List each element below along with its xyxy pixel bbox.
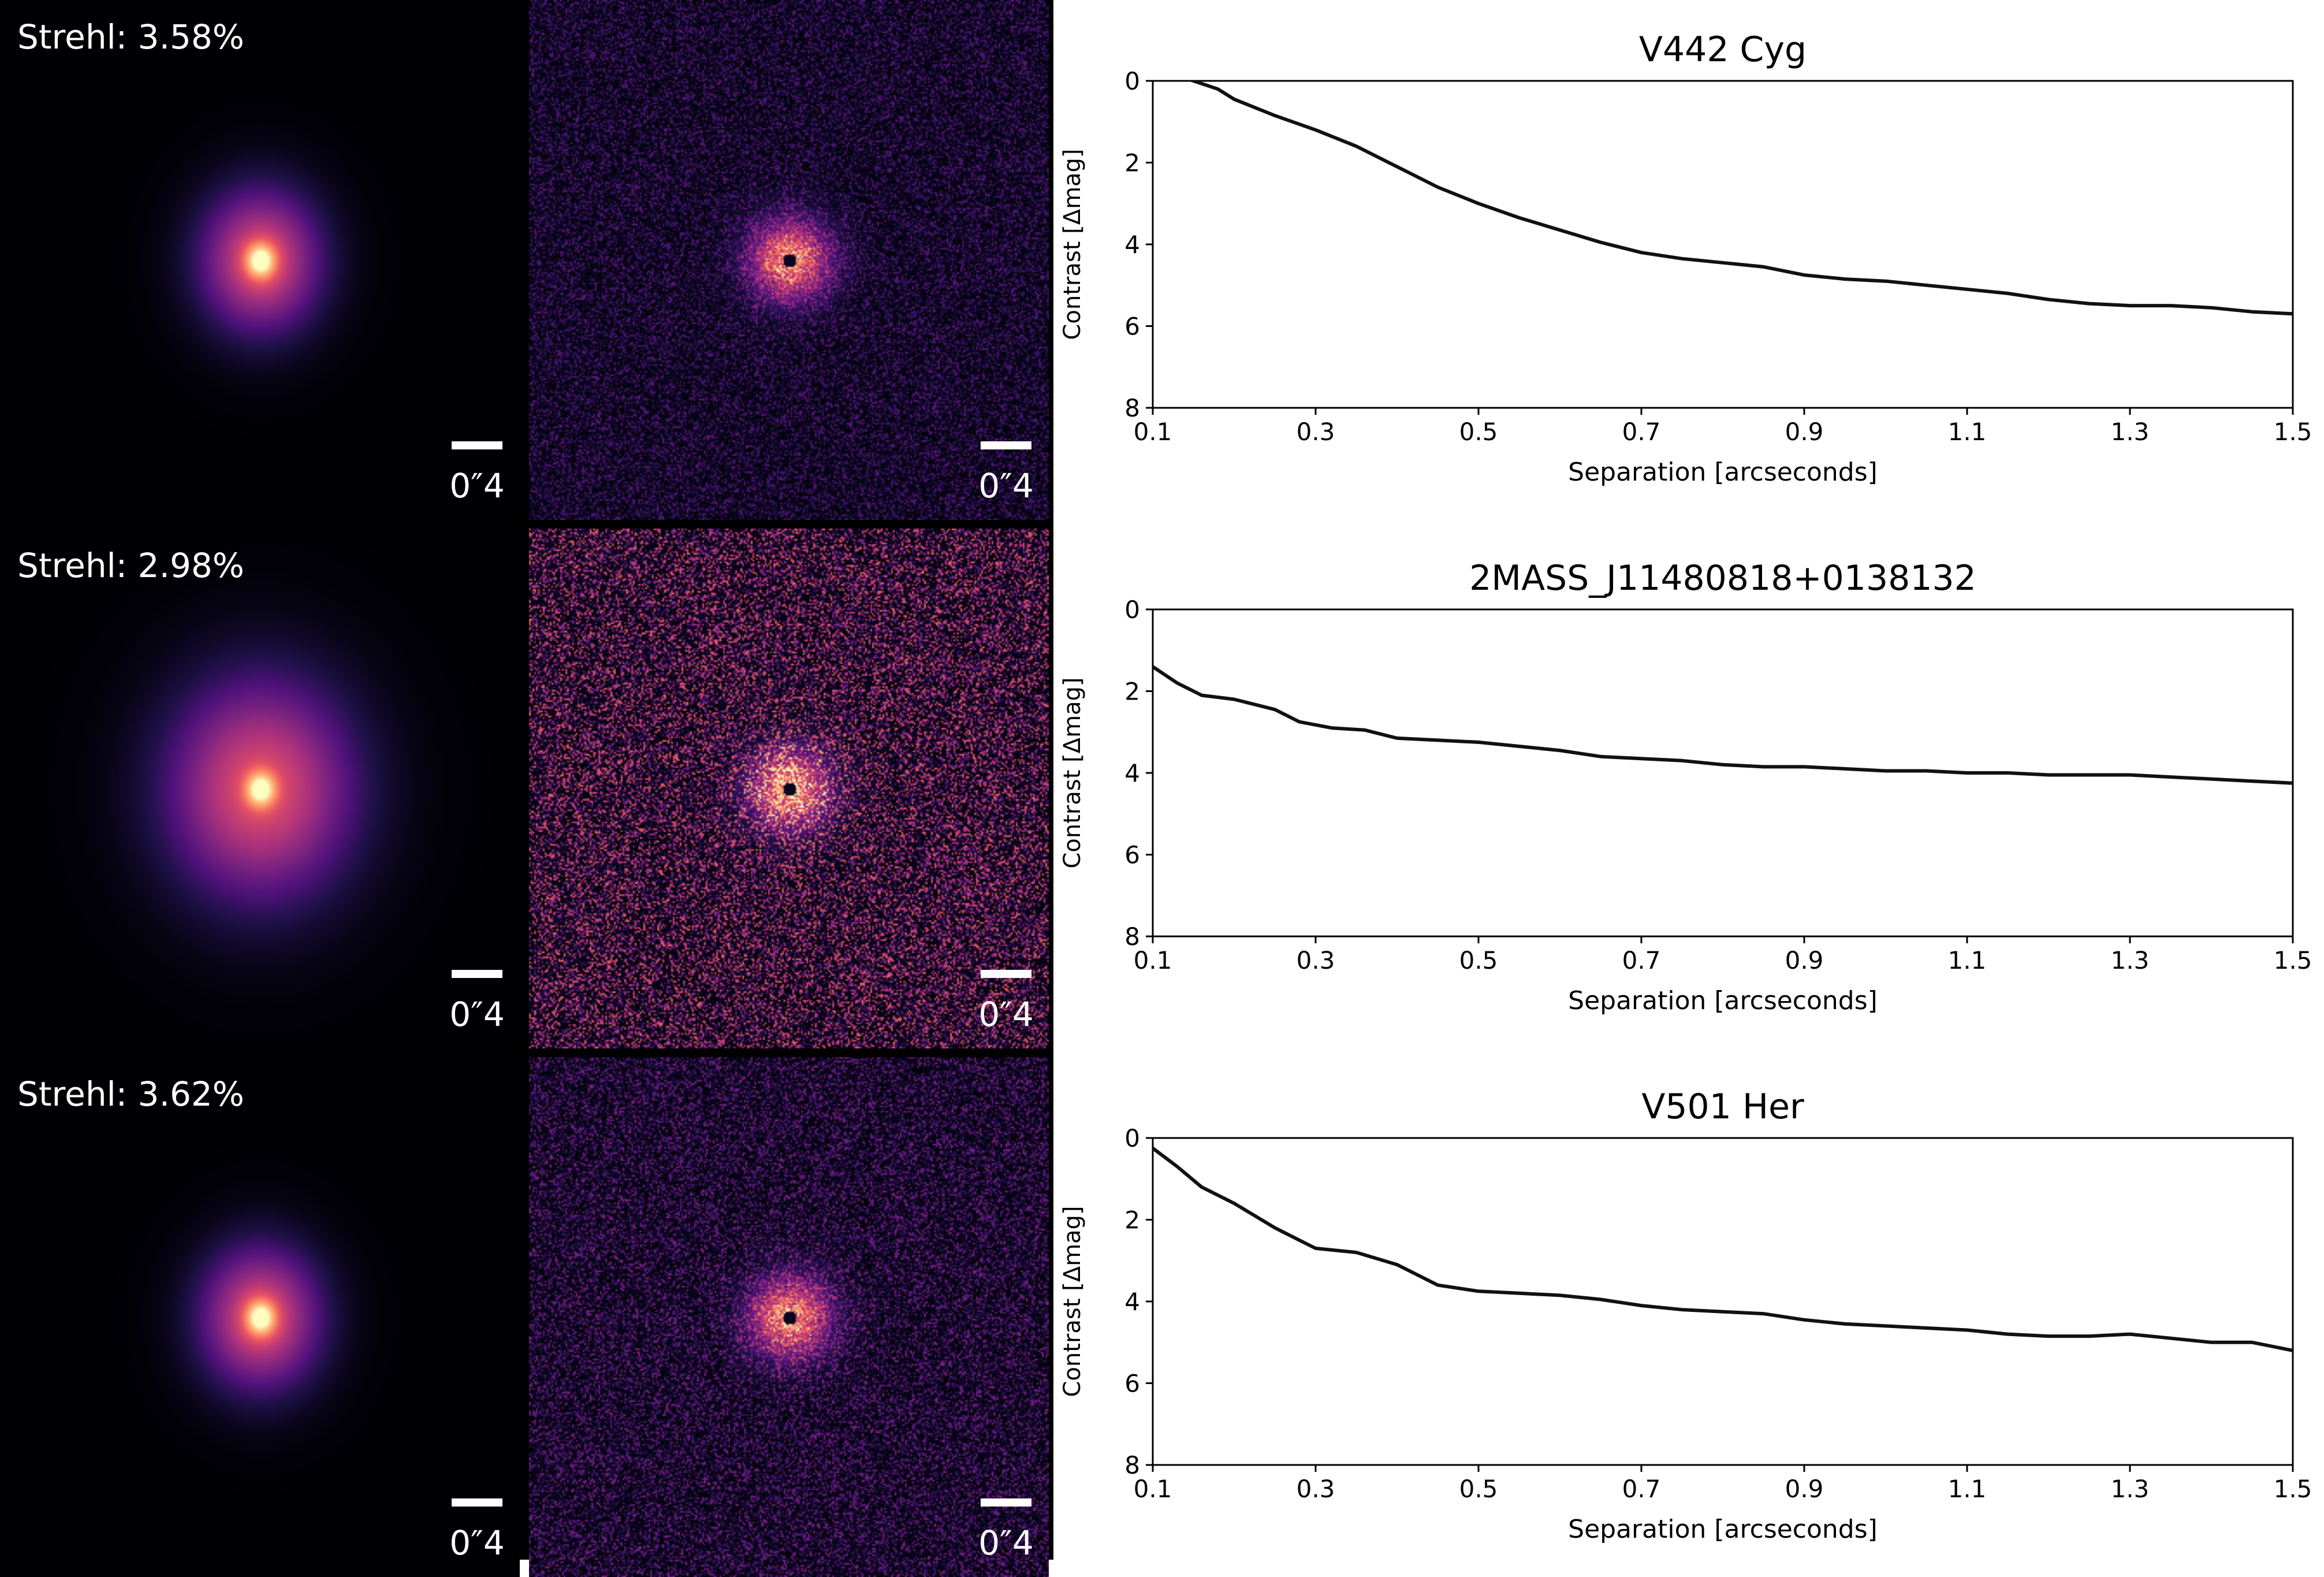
y-tick-label: 0	[1124, 1124, 1140, 1152]
scale-bar	[452, 970, 502, 978]
x-tick-label: 0.5	[1459, 946, 1498, 975]
y-tick-label: 4	[1124, 759, 1140, 787]
psf-image	[0, 529, 520, 1048]
x-tick-label: 0.5	[1459, 1475, 1498, 1503]
plot-frame	[1152, 1137, 2294, 1466]
contrast-curve-svg: 2MASS_J11480818+0138132 Contrast [Δmag] …	[1059, 558, 2312, 1016]
psf-image-panel: Strehl: 2.98% 0″4	[0, 529, 520, 1048]
scale-bar-label: 0″4	[978, 995, 1034, 1034]
residual-image-panel: 0″4	[529, 1057, 1049, 1577]
y-tick-label: 0	[1124, 596, 1140, 624]
y-tick-label: 0	[1124, 67, 1140, 95]
x-tick-label: 0.9	[1785, 946, 1824, 975]
y-tick-label: 2	[1124, 678, 1140, 706]
contrast-curve-svg: V442 Cyg Contrast [Δmag] Separation [arc…	[1059, 29, 2312, 487]
y-tick-label: 4	[1124, 1288, 1140, 1316]
row-2: Strehl: 2.98% 0″4 0″4 2MASS_J11480818+01…	[0, 529, 2324, 1048]
x-tick-label: 1.1	[1948, 1475, 1987, 1503]
strehl-label: Strehl: 3.58%	[17, 17, 244, 57]
y-tick-label: 4	[1124, 230, 1140, 259]
x-tick-label: 0.1	[1134, 946, 1172, 975]
x-tick-label: 1.3	[2111, 1475, 2150, 1503]
strehl-label: Strehl: 3.62%	[17, 1074, 244, 1114]
residual-image	[529, 1057, 1049, 1577]
x-tick-label: 1.3	[2111, 946, 2150, 975]
scale-bar	[981, 441, 1031, 449]
x-tick-label: 0.9	[1785, 418, 1824, 446]
scale-bar	[981, 970, 1031, 978]
chart-title: V442 Cyg	[1639, 29, 1807, 70]
scale-bar	[452, 441, 502, 449]
scale-bar-label: 0″4	[449, 466, 505, 505]
x-tick-label: 0.7	[1622, 418, 1661, 446]
y-tick-label: 6	[1124, 1370, 1140, 1398]
scale-bar	[981, 1498, 1031, 1507]
scale-bar-label: 0″4	[449, 1523, 505, 1563]
scale-bar	[452, 1498, 502, 1507]
x-tick-label: 0.1	[1134, 418, 1172, 446]
psf-image-panel: Strehl: 3.62% 0″4	[0, 1057, 520, 1577]
y-tick-label: 8	[1124, 923, 1140, 951]
residual-image-panel: 0″4	[529, 0, 1049, 520]
chart-title: 2MASS_J11480818+0138132	[1469, 558, 1976, 598]
x-tick-label: 1.5	[2274, 1475, 2312, 1503]
image-divider	[0, 520, 1053, 529]
contrast-curve-chart: V442 Cyg Contrast [Δmag] Separation [arc…	[1051, 0, 2322, 520]
y-tick-label: 8	[1124, 394, 1140, 422]
x-axis-label: Separation [arcseconds]	[1568, 986, 1878, 1016]
plot-frame	[1152, 80, 2294, 409]
contrast-curve-line	[1187, 81, 2293, 316]
y-tick-label: 2	[1124, 1206, 1140, 1234]
contrast-curve-line	[1153, 1147, 2293, 1352]
strehl-label: Strehl: 2.98%	[17, 546, 244, 585]
residual-image	[529, 0, 1049, 520]
image-divider	[1049, 0, 1053, 1560]
y-axis-label: Contrast [Δmag]	[1059, 677, 1086, 868]
contrast-curve-svg: V501 Her Contrast [Δmag] Separation [arc…	[1059, 1087, 2312, 1544]
x-tick-label: 0.7	[1622, 1475, 1661, 1503]
x-tick-label: 0.1	[1134, 1475, 1172, 1503]
y-axis-label: Contrast [Δmag]	[1059, 148, 1086, 340]
contrast-curve-line	[1153, 665, 2293, 785]
psf-image	[0, 1057, 520, 1577]
contrast-curve-chart: V501 Her Contrast [Δmag] Separation [arc…	[1051, 1057, 2322, 1577]
x-tick-label: 0.7	[1622, 946, 1661, 975]
image-divider	[0, 1048, 1053, 1057]
y-tick-label: 6	[1124, 313, 1140, 341]
row-1: Strehl: 3.58% 0″4 0″4 V442 Cyg Contrast …	[0, 0, 2324, 520]
x-tick-label: 1.1	[1948, 418, 1987, 446]
image-divider	[520, 0, 529, 1560]
x-tick-label: 0.3	[1297, 946, 1335, 975]
x-tick-label: 1.3	[2111, 418, 2150, 446]
y-axis-label: Contrast [Δmag]	[1059, 1206, 1086, 1397]
residual-image	[529, 529, 1049, 1048]
x-tick-label: 0.9	[1785, 1475, 1824, 1503]
scale-bar-label: 0″4	[978, 466, 1034, 505]
x-tick-label: 1.5	[2274, 946, 2312, 975]
x-tick-label: 0.5	[1459, 418, 1498, 446]
x-tick-label: 1.5	[2274, 418, 2312, 446]
x-tick-label: 1.1	[1948, 946, 1987, 975]
y-tick-label: 2	[1124, 149, 1140, 177]
x-axis-label: Separation [arcseconds]	[1568, 1515, 1878, 1544]
scale-bar-label: 0″4	[449, 995, 505, 1034]
psf-image-panel: Strehl: 3.58% 0″4	[0, 0, 520, 520]
x-tick-label: 0.3	[1297, 418, 1335, 446]
scale-bar-label: 0″4	[978, 1523, 1034, 1563]
plot-frame	[1152, 608, 2294, 938]
chart-title: V501 Her	[1641, 1087, 1804, 1127]
y-tick-label: 8	[1124, 1451, 1140, 1479]
contrast-curve-chart: 2MASS_J11480818+0138132 Contrast [Δmag] …	[1051, 529, 2322, 1048]
psf-image	[0, 0, 520, 520]
row-3: Strehl: 3.62% 0″4 0″4 V501 Her Contrast …	[0, 1057, 2324, 1577]
x-axis-label: Separation [arcseconds]	[1568, 458, 1878, 487]
y-tick-label: 6	[1124, 841, 1140, 869]
residual-image-panel: 0″4	[529, 529, 1049, 1048]
x-tick-label: 0.3	[1297, 1475, 1335, 1503]
